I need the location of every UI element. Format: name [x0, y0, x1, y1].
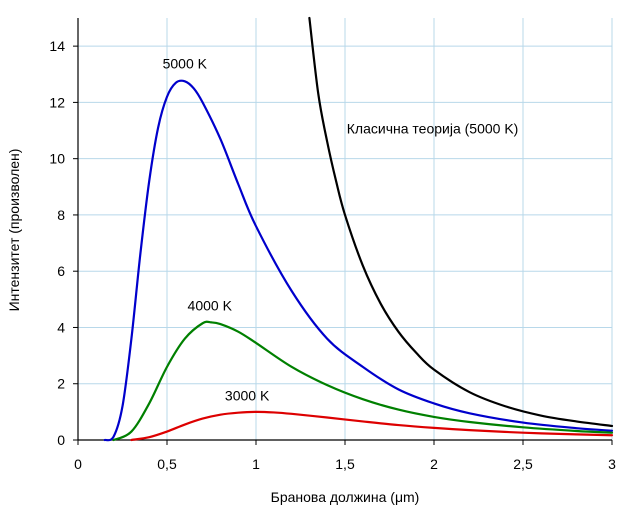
curve-annotation: Класична теорија (5000 K)	[347, 120, 519, 136]
y-axis-label: Интензитет (произволен)	[6, 149, 22, 312]
y-tick-label: 14	[49, 38, 65, 54]
y-tick-label: 12	[49, 94, 65, 110]
x-ticks: 0 0,5 1 1,5 2 2,5 3	[74, 440, 616, 472]
series-line-0	[103, 79, 614, 442]
x-axis-label: Бранова должина (μm)	[271, 489, 420, 505]
grid	[78, 18, 613, 440]
y-tick-label: 10	[49, 151, 65, 167]
x-tick-label: 3	[608, 456, 616, 472]
series-lines	[103, 16, 614, 442]
y-tick-label: 8	[57, 207, 65, 223]
x-tick-label: 0	[74, 456, 82, 472]
x-tick-label: 0,5	[157, 456, 177, 472]
series-line-3	[308, 16, 614, 428]
y-tick-label: 2	[57, 376, 65, 392]
y-tick-label: 4	[57, 319, 65, 335]
x-tick-label: 2	[430, 456, 438, 472]
series-line-2	[130, 410, 614, 442]
y-tick-label: 6	[57, 263, 65, 279]
curve-annotation: 4000 K	[188, 298, 233, 314]
series-line-1	[112, 320, 614, 442]
curve-annotations: 5000 K 4000 K 3000 K Класична теорија (5000…	[163, 56, 519, 404]
y-tick-label: 0	[57, 432, 65, 448]
x-tick-label: 1,5	[335, 456, 355, 472]
x-tick-label: 1	[252, 456, 260, 472]
y-ticks: 0 2 4 6 8 10 12 14	[49, 38, 78, 448]
curve-annotation: 3000 K	[225, 388, 270, 404]
curve-annotation: 5000 K	[163, 56, 208, 72]
x-tick-label: 2,5	[513, 456, 533, 472]
